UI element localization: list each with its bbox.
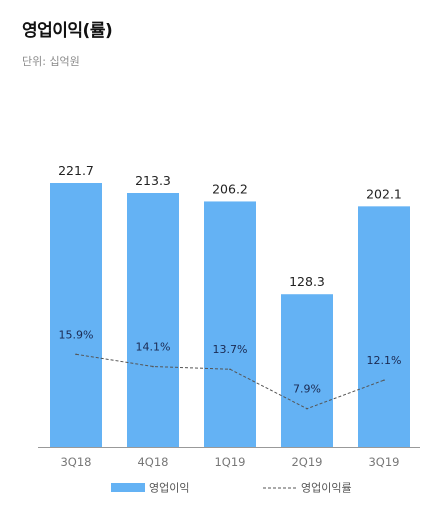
x-tick-2Q19: 2Q19 <box>291 455 322 469</box>
rate-label-2Q19: 7.9% <box>293 383 321 396</box>
x-tick-4Q18: 4Q18 <box>137 455 168 469</box>
legend-label-bar: 영업이익 <box>149 482 189 495</box>
x-tick-3Q19: 3Q19 <box>368 455 399 469</box>
rate-point-4Q18 <box>152 365 154 368</box>
rate-point-3Q19 <box>383 379 385 381</box>
bar-value-label-3Q18: 221.7 <box>58 163 94 178</box>
bar-3Q18 <box>50 183 102 447</box>
rate-point-3Q18 <box>75 353 77 356</box>
rate-label-1Q19: 13.7% <box>213 343 248 356</box>
bar-value-label-3Q19: 202.1 <box>366 186 402 201</box>
bar-value-label-4Q18: 213.3 <box>135 173 171 188</box>
rate-point-1Q19 <box>229 368 231 371</box>
chart-title: 영업이익(률) <box>22 21 113 41</box>
legend-label-line: 영업이익률 <box>301 482 352 495</box>
bar-1Q19 <box>204 201 256 447</box>
bar-3Q19 <box>358 206 410 447</box>
x-tick-3Q18: 3Q18 <box>60 455 91 469</box>
unit-label: 단위: 십억원 <box>22 55 80 68</box>
legend-swatch-bar <box>111 483 145 492</box>
rate-label-3Q18: 15.9% <box>59 328 94 341</box>
x-tick-1Q19: 1Q19 <box>214 455 245 469</box>
bar-value-label-2Q19: 128.3 <box>289 274 325 289</box>
rate-point-2Q19 <box>306 407 308 410</box>
rate-label-3Q19: 12.1% <box>367 354 402 367</box>
bar-4Q18 <box>127 193 179 447</box>
bar-value-label-1Q19: 206.2 <box>212 181 248 196</box>
bar-2Q19 <box>281 294 333 447</box>
rate-label-4Q18: 14.1% <box>136 341 171 354</box>
